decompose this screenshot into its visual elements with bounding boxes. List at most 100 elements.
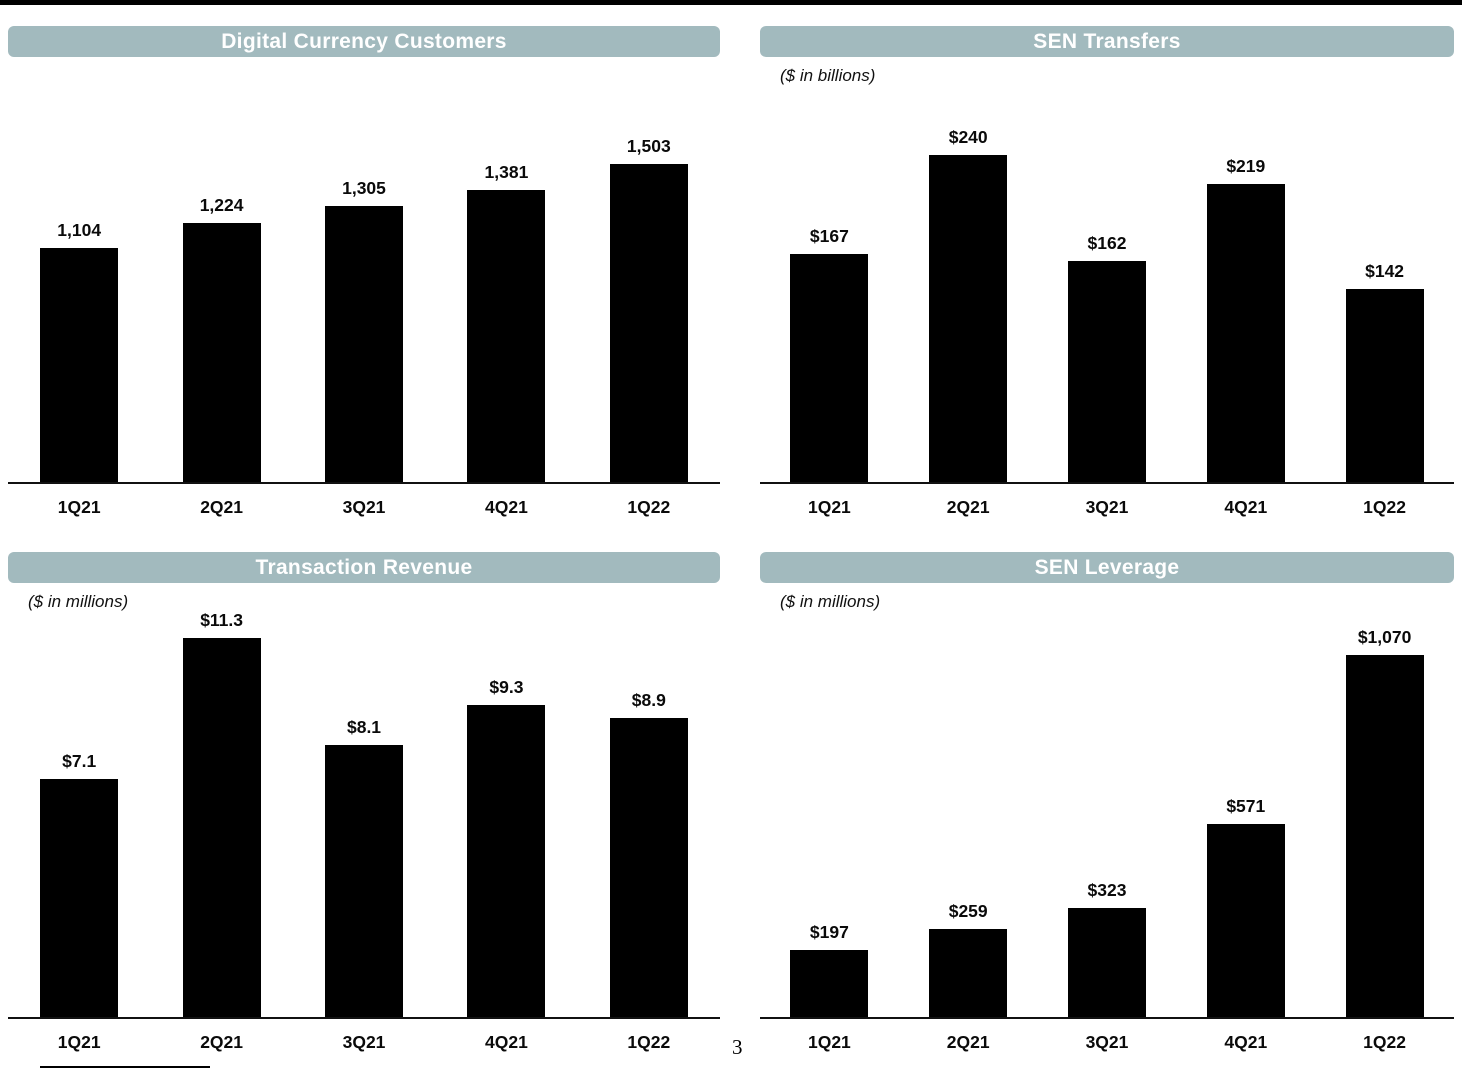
bar-group: $162 [1038,233,1177,482]
chart-subtitle: ($ in millions) [28,592,129,611]
bar-value-label: $167 [809,226,849,246]
bar [1345,289,1424,482]
plot-wrap: ($ in billions) $167 $240 $162 $219 $142 1Q2… [760,57,1454,518]
bar [929,155,1008,482]
bar-value-label: $1,070 [1357,627,1412,647]
bar-value-label: $8.1 [346,717,382,737]
bar-group: $9.3 [435,677,577,1017]
x-axis-label: 1Q22 [627,1032,671,1052]
chart-subtitle: ($ in billions) [780,66,876,85]
bar-group: 1,224 [150,195,292,482]
bar-value-label: 1,503 [626,136,671,156]
bar [609,164,688,482]
bar-value-label: $8.9 [631,690,666,710]
chart-title: SEN Transfers [760,26,1454,57]
bar-value-label: $7.1 [62,751,97,771]
bar-value-label: $9.3 [489,677,524,697]
bar-group: 1,305 [293,178,435,482]
bar [790,950,869,1017]
chart-title: Transaction Revenue [8,552,720,583]
x-axis-label: 4Q21 [1224,1032,1268,1052]
bar [182,223,261,482]
bar-value-label: $142 [1365,261,1405,281]
plot-area: $7.1 $11.3 $8.1 $9.3 $8.9 [8,583,720,1019]
x-axis-label: 2Q21 [200,1032,244,1052]
bar-value-label: 1,305 [342,178,386,198]
bar-group: $1,070 [1315,627,1454,1017]
bar-group: $323 [1038,880,1177,1017]
bar-group: 1,381 [435,162,577,482]
bar [609,718,688,1017]
x-axis-label: 3Q21 [342,497,386,517]
plot-wrap: ($ in millions) $197 $259 $323 $571 $1,070 1… [760,583,1454,1053]
x-axis-label: 3Q21 [342,1032,386,1052]
chart-subtitle: ($ in millions) [780,592,881,611]
x-axis-label: 4Q21 [1224,497,1268,517]
x-axis-label: 3Q21 [1085,1032,1129,1052]
plot-wrap: 1,104 1,224 1,305 1,381 1,503 1Q21 2Q21 3Q21 4Q… [8,57,720,518]
page-number: 3 [732,1035,743,1059]
x-axis-label: 1Q21 [807,1032,851,1052]
bar-value-label: $162 [1087,233,1127,253]
bar-group: $259 [899,901,1038,1017]
bar-value-label: $240 [948,127,988,147]
bar-group: $7.1 [8,751,150,1017]
bar-group: 1,503 [578,136,720,482]
x-axis: 1Q21 2Q21 3Q21 4Q21 1Q22 [760,484,1454,518]
bar-group: $197 [760,922,899,1017]
bar [1067,908,1146,1017]
x-axis: 1Q21 2Q21 3Q21 4Q21 1Q22 [8,1019,720,1053]
bar-value-label: 1,224 [199,195,244,215]
bar [1206,184,1285,482]
chart-sen-transfers: SEN Transfers ($ in billions) $167 $240 $1… [760,26,1454,518]
chart-sen-leverage: SEN Leverage ($ in millions) $197 $259 $32… [760,552,1454,1053]
x-axis-label: 2Q21 [946,497,990,517]
bar [467,190,546,482]
bar [467,705,546,1017]
chart-title: Digital Currency Customers [8,26,720,57]
bar-group: $8.1 [293,717,435,1017]
x-axis-label: 1Q22 [1363,1032,1406,1052]
bar-group: $219 [1176,156,1315,482]
chart-transaction-revenue: Transaction Revenue ($ in millions) $7.1… [8,552,720,1053]
x-axis-label: 3Q21 [1085,497,1129,517]
footnote-rule [40,1066,210,1068]
bar [790,254,869,482]
bar-value-label: $571 [1226,796,1266,816]
plot-area: $197 $259 $323 $571 $1,070 [760,583,1454,1019]
chart-digital-currency-customers: Digital Currency Customers 1,104 1,224 1,3… [8,26,720,518]
x-axis-label: 1Q21 [807,497,851,517]
bar [325,206,404,482]
x-axis-label: 1Q21 [57,1032,101,1052]
bar-group: $8.9 [578,690,720,1017]
bar-group: $11.3 [150,610,292,1017]
bar-value-label: $11.3 [200,610,244,630]
top-border-rule [0,0,1462,5]
x-axis-label: 2Q21 [200,497,244,517]
bar-value-label: $259 [948,901,988,921]
bar [1345,655,1424,1017]
bar-group: $240 [899,127,1038,482]
bar-value-label: 1,381 [484,162,529,182]
bar [40,248,119,482]
bar [40,779,119,1017]
bar-group: $142 [1315,261,1454,482]
bar-group: $167 [760,226,899,482]
bar [325,745,404,1017]
x-axis: 1Q21 2Q21 3Q21 4Q21 1Q22 [8,484,720,518]
x-axis-label: 2Q21 [946,1032,990,1052]
bar-group: $571 [1176,796,1315,1017]
bar-group: 1,104 [8,220,150,482]
plot-area: 1,104 1,224 1,305 1,381 1,503 [8,57,720,484]
bar [1206,824,1285,1017]
bar [1067,261,1146,482]
chart-title: SEN Leverage [760,552,1454,583]
bar [929,929,1008,1017]
x-axis-label: 1Q22 [1363,497,1406,517]
bar [182,638,261,1017]
x-axis-label: 1Q22 [627,497,671,517]
x-axis-label: 4Q21 [485,497,528,517]
bar-value-label: $323 [1087,880,1127,900]
